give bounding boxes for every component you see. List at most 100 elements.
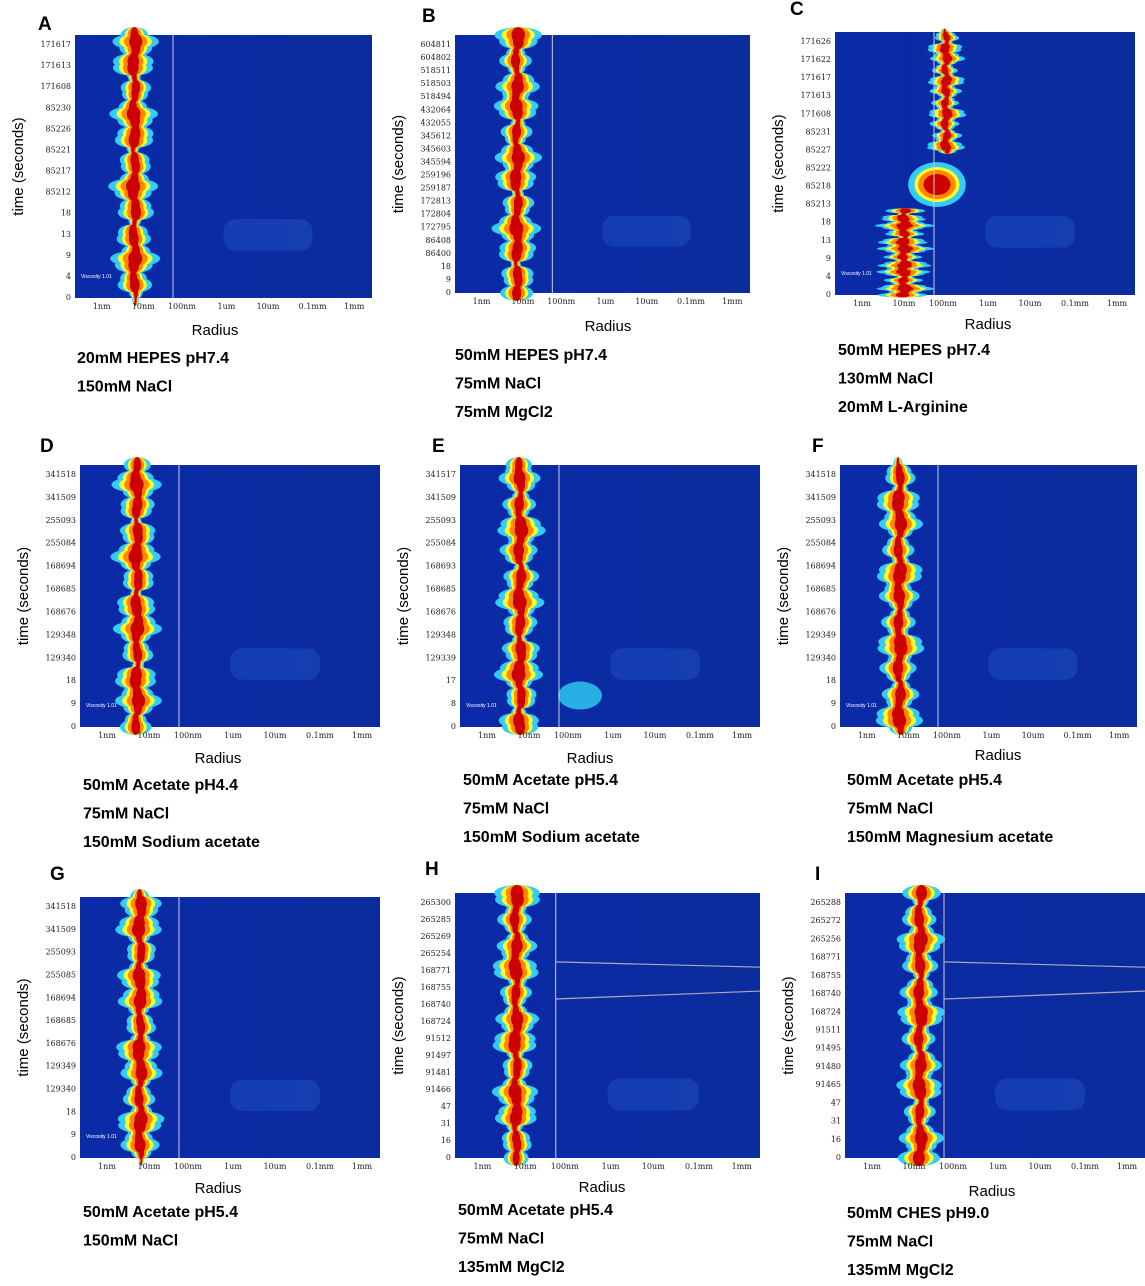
- y-tick-label: 341509: [425, 493, 456, 502]
- y-tick-label: 129348: [45, 630, 76, 639]
- y-tick-label: 171626: [800, 37, 831, 46]
- caption-line: 150mM Magnesium acetate: [847, 829, 1053, 846]
- y-tick-label: 168676: [45, 1039, 76, 1048]
- cyan-blob: [558, 681, 602, 710]
- y-tick-label: 255085: [45, 970, 76, 979]
- x-tick-label: 10nm: [138, 731, 161, 740]
- x-tick-label: 10nm: [897, 731, 920, 740]
- y-tick-label: 345603: [420, 144, 451, 153]
- y-tick-label: 168771: [420, 966, 451, 975]
- caption-line: 20mM HEPES pH7.4: [77, 350, 229, 367]
- y-tick-label: 432055: [420, 118, 451, 127]
- faint-region: [230, 648, 320, 680]
- x-tick-label: 10um: [635, 297, 658, 306]
- panel-letter: F: [812, 436, 824, 457]
- y-tick-label: 85221: [46, 145, 71, 154]
- y-tick-label: 0: [71, 1153, 76, 1162]
- y-tick-label: 255084: [45, 539, 76, 548]
- y-tick-label: 265256: [810, 934, 841, 943]
- x-tick-label: 10nm: [511, 297, 534, 306]
- x-tick-label: 100nm: [929, 299, 957, 308]
- y-tick-label: 341517: [425, 470, 456, 479]
- x-tick-label: 0.1mm: [306, 731, 334, 740]
- y-tick-label: 255084: [805, 539, 836, 548]
- y-tick-label: 31: [831, 1117, 841, 1126]
- caption-line: 150mM NaCl: [83, 1233, 178, 1250]
- y-tick-label: 255093: [805, 516, 836, 525]
- x-tick-label: 1mm: [1107, 299, 1128, 308]
- y-tick-label: 91512: [426, 1034, 451, 1043]
- y-tick-label: 604802: [420, 53, 451, 62]
- y-tick-label: 85213: [806, 200, 831, 209]
- caption-line: 50mM Acetate pH5.4: [458, 1202, 613, 1219]
- x-axis-label: Radius: [585, 318, 632, 335]
- x-tick-label: 10um: [257, 302, 280, 311]
- y-tick-label: 85230: [46, 103, 71, 112]
- y-tick-label: 171617: [40, 40, 71, 49]
- y-tick-label: 85231: [806, 127, 831, 136]
- y-tick-label: 168755: [810, 971, 841, 980]
- caption-line: 20mM L-Arginine: [838, 399, 968, 416]
- y-tick-label: 91511: [816, 1026, 841, 1035]
- y-tick-label: 168676: [45, 607, 76, 616]
- y-tick-label: 171613: [40, 61, 71, 70]
- y-tick-label: 91481: [426, 1068, 451, 1077]
- heat-band: [134, 290, 137, 306]
- y-tick-label: 31: [441, 1119, 451, 1128]
- x-axis-label: Radius: [965, 316, 1012, 333]
- y-tick-label: 168740: [420, 1000, 451, 1009]
- y-tick-label: 9: [826, 254, 831, 263]
- caption-line: 75mM NaCl: [83, 806, 169, 823]
- x-axis-label: Radius: [567, 750, 614, 767]
- faint-region: [230, 1079, 320, 1112]
- panel-letter: E: [432, 436, 445, 457]
- x-tick-label: 1mm: [722, 297, 743, 306]
- x-tick-label: 1um: [604, 731, 622, 740]
- caption-line: 135mM MgCl2: [458, 1259, 565, 1276]
- region-outline: [943, 990, 1145, 1158]
- y-tick-label: 172804: [420, 210, 451, 219]
- x-tick-label: 10um: [644, 731, 667, 740]
- y-tick-label: 255084: [425, 539, 456, 548]
- panel-letter: H: [425, 859, 439, 880]
- y-axis-label: time (seconds): [390, 976, 407, 1074]
- panel-letter: D: [40, 436, 54, 457]
- y-tick-label: 255093: [45, 516, 76, 525]
- y-tick-label: 4: [66, 272, 71, 281]
- x-tick-label: 1um: [983, 731, 1001, 740]
- x-tick-label: 100nm: [168, 302, 196, 311]
- y-tick-label: 168676: [425, 607, 456, 616]
- y-tick-label: 16: [831, 1135, 841, 1144]
- y-tick-label: 518503: [420, 79, 451, 88]
- y-axis-label: time (seconds): [780, 976, 797, 1074]
- heatmap-background: [835, 32, 1135, 295]
- x-tick-label: 1mm: [732, 731, 753, 740]
- x-tick-label: 0.1mm: [686, 731, 714, 740]
- faint-region: [607, 1078, 699, 1111]
- y-tick-label: 47: [831, 1098, 841, 1107]
- caption-line: 135mM MgCl2: [847, 1262, 954, 1279]
- panel-letter: G: [50, 864, 65, 885]
- x-tick-label: 100nm: [551, 1162, 579, 1171]
- y-tick-label: 265288: [810, 898, 841, 907]
- heat-band: [512, 285, 522, 301]
- caption-line: 150mM NaCl: [77, 379, 172, 396]
- y-tick-label: 168771: [810, 953, 841, 962]
- y-tick-label: 85217: [46, 167, 71, 176]
- panel-letter: A: [38, 14, 52, 35]
- y-tick-label: 13: [821, 236, 831, 245]
- y-tick-label: 91495: [816, 1044, 841, 1053]
- caption-line: 75mM MgCl2: [455, 404, 553, 421]
- y-tick-label: 168724: [810, 1007, 841, 1016]
- y-tick-label: 0: [826, 290, 831, 299]
- x-tick-label: 1um: [218, 302, 236, 311]
- x-tick-label: 10um: [1019, 299, 1042, 308]
- faint-region: [223, 219, 313, 251]
- x-tick-label: 1nm: [858, 731, 876, 740]
- heat-band: [140, 1150, 143, 1166]
- panel-letter: B: [422, 6, 436, 27]
- y-tick-label: 0: [71, 722, 76, 731]
- y-tick-label: 0: [446, 288, 451, 297]
- heat-band: [897, 719, 904, 735]
- y-tick-label: 168740: [810, 989, 841, 998]
